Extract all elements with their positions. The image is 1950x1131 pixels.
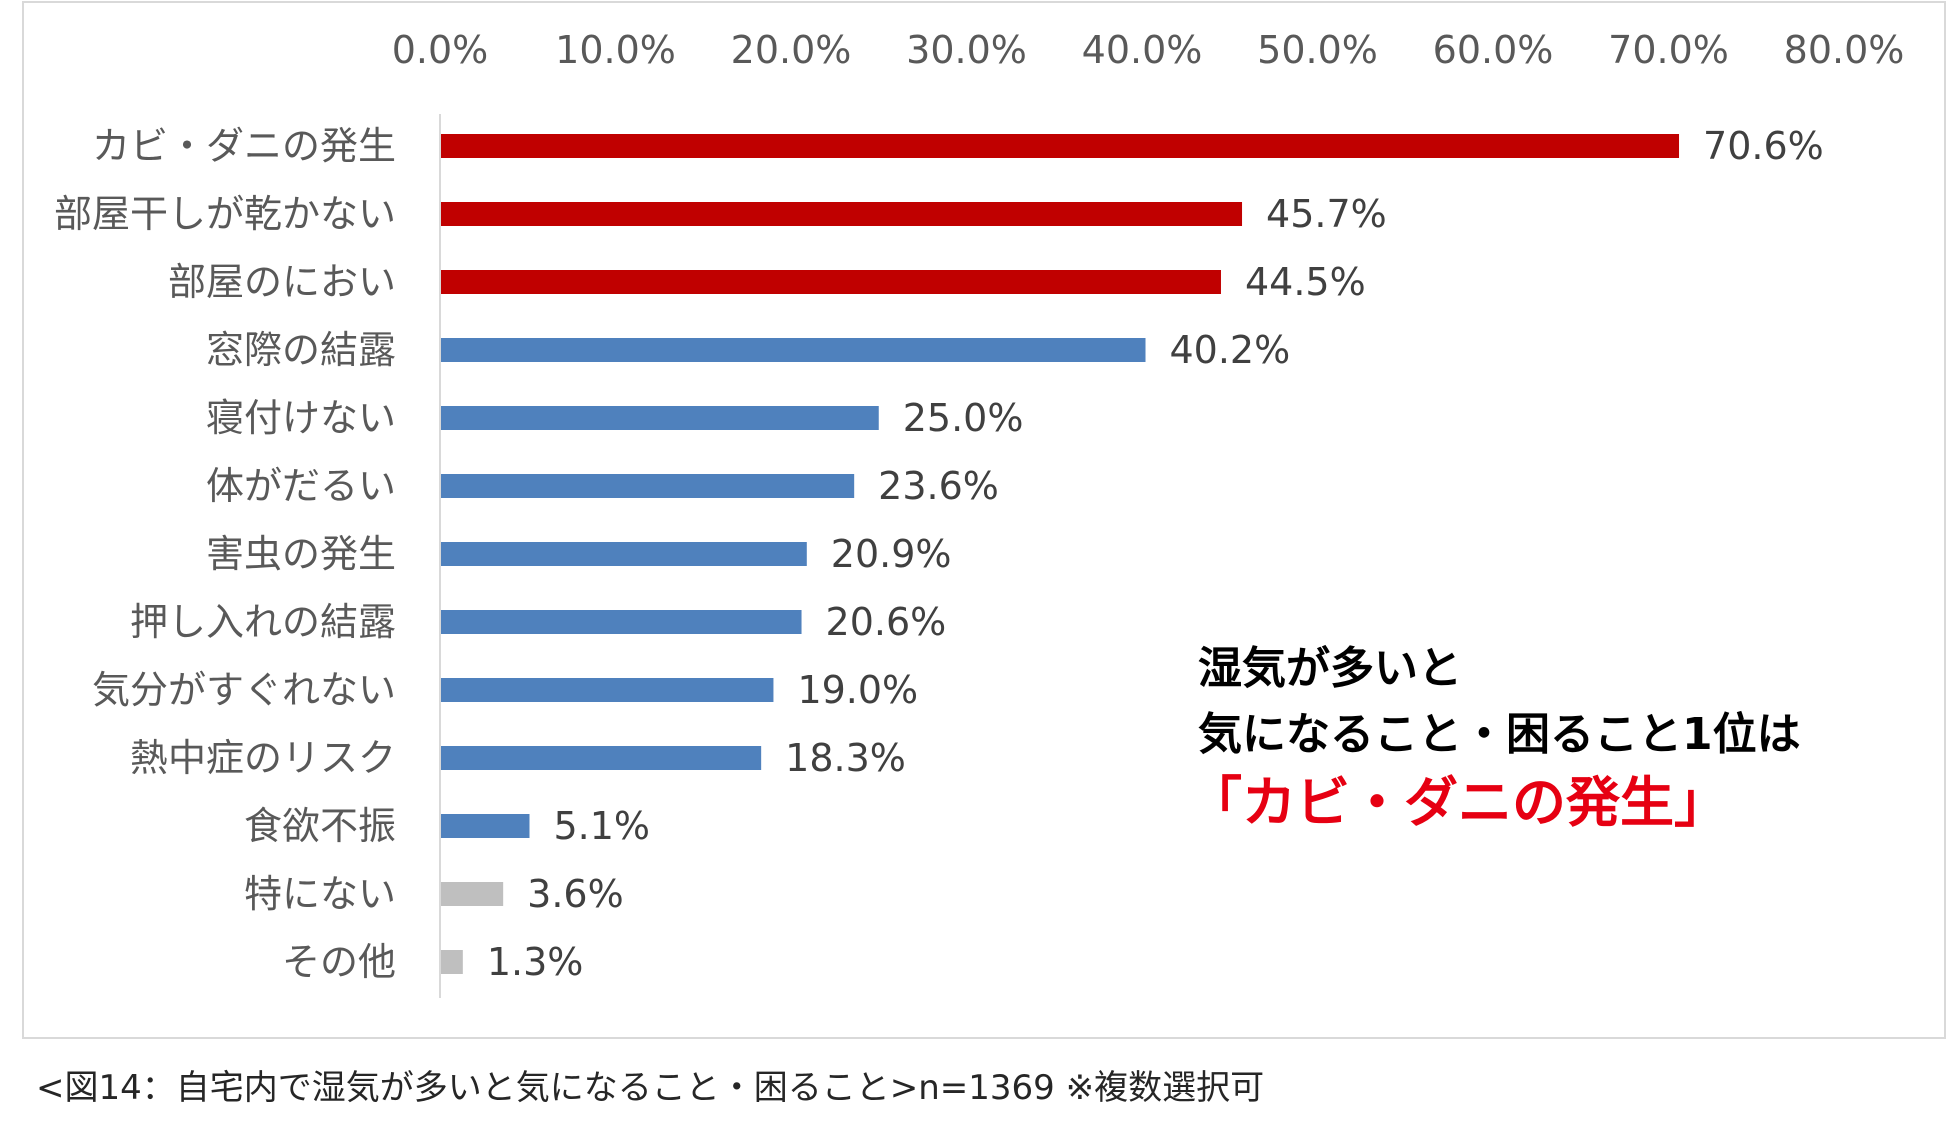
data-label: 70.6% [1703,124,1824,168]
bar [441,882,504,906]
x-tick-label: 60.0% [1433,28,1554,72]
data-label: 40.2% [1170,328,1291,372]
x-tick-label: 80.0% [1784,28,1905,72]
data-label: 18.3% [785,736,906,780]
x-tick-label: 20.0% [731,28,852,72]
bar [441,610,802,634]
bar [441,814,530,838]
bars: カビ・ダニの発生 70.6% 部屋干しが乾かない 45.7% 部屋のにおい 44.5% 窓際… [54,124,1824,984]
category-label: 熱中症のリスク [130,736,396,780]
x-tick-label: 30.0% [906,28,1027,72]
category-label: 部屋のにおい [168,260,396,304]
x-tick-label: 10.0% [555,28,676,72]
data-label: 44.5% [1245,260,1366,304]
x-axis-ticks: 0.0% 10.0% 20.0% 30.0% 40.0% 50.0% 60.0% 70.0% 8… [392,28,1905,72]
figure-caption: <図14：自宅内で湿気が多いと気になること・困ること>n=1369 ※複数選択可 [36,1068,1265,1108]
category-label: 気分がすぐれない [92,668,396,712]
category-label: 部屋干しが乾かない [54,192,396,236]
callout-line-2: 気になること・困ること1位は [1198,709,1801,760]
bar [441,202,1243,226]
category-label: 害虫の発生 [206,532,396,576]
bar [441,406,879,430]
data-label: 20.6% [826,600,947,644]
bar-chart: 0.0% 10.0% 20.0% 30.0% 40.0% 50.0% 60.0% 70.0% 8… [54,28,1905,998]
data-label: 45.7% [1266,192,1387,236]
data-label: 23.6% [878,464,999,508]
callout-highlight: 「カビ・ダニの発生」 [1188,771,1728,834]
x-tick-label: 40.0% [1082,28,1203,72]
data-label: 5.1% [554,804,651,848]
bar [441,270,1221,294]
bar [441,746,762,770]
callout-line-1: 湿気が多いと [1198,643,1462,694]
category-label: その他 [282,940,396,984]
category-label: 特にない [244,872,396,916]
x-tick-label: 70.0% [1608,28,1729,72]
x-tick-label: 0.0% [392,28,489,72]
bar [441,678,774,702]
category-label: カビ・ダニの発生 [92,124,396,168]
category-label: 窓際の結露 [206,328,396,372]
category-label: 寝付けない [206,396,396,440]
category-label: 体がだるい [206,464,396,508]
bar [441,134,1680,158]
data-label: 1.3% [487,940,584,984]
data-label: 20.9% [831,532,952,576]
category-label: 押し入れの結露 [130,600,396,644]
data-label: 25.0% [903,396,1024,440]
data-label: 19.0% [797,668,918,712]
callout-box: 湿気が多いと 気になること・困ること1位は 「カビ・ダニの発生」 [1188,643,1801,834]
chart-frame: 0.0% 10.0% 20.0% 30.0% 40.0% 50.0% 60.0% 70.0% 8… [22,1,1946,1039]
category-label: 食欲不振 [244,804,396,848]
x-tick-label: 50.0% [1257,28,1378,72]
bar [441,542,807,566]
bar [441,338,1146,362]
bar [441,474,855,498]
data-label: 3.6% [527,872,624,916]
bar [441,950,463,974]
